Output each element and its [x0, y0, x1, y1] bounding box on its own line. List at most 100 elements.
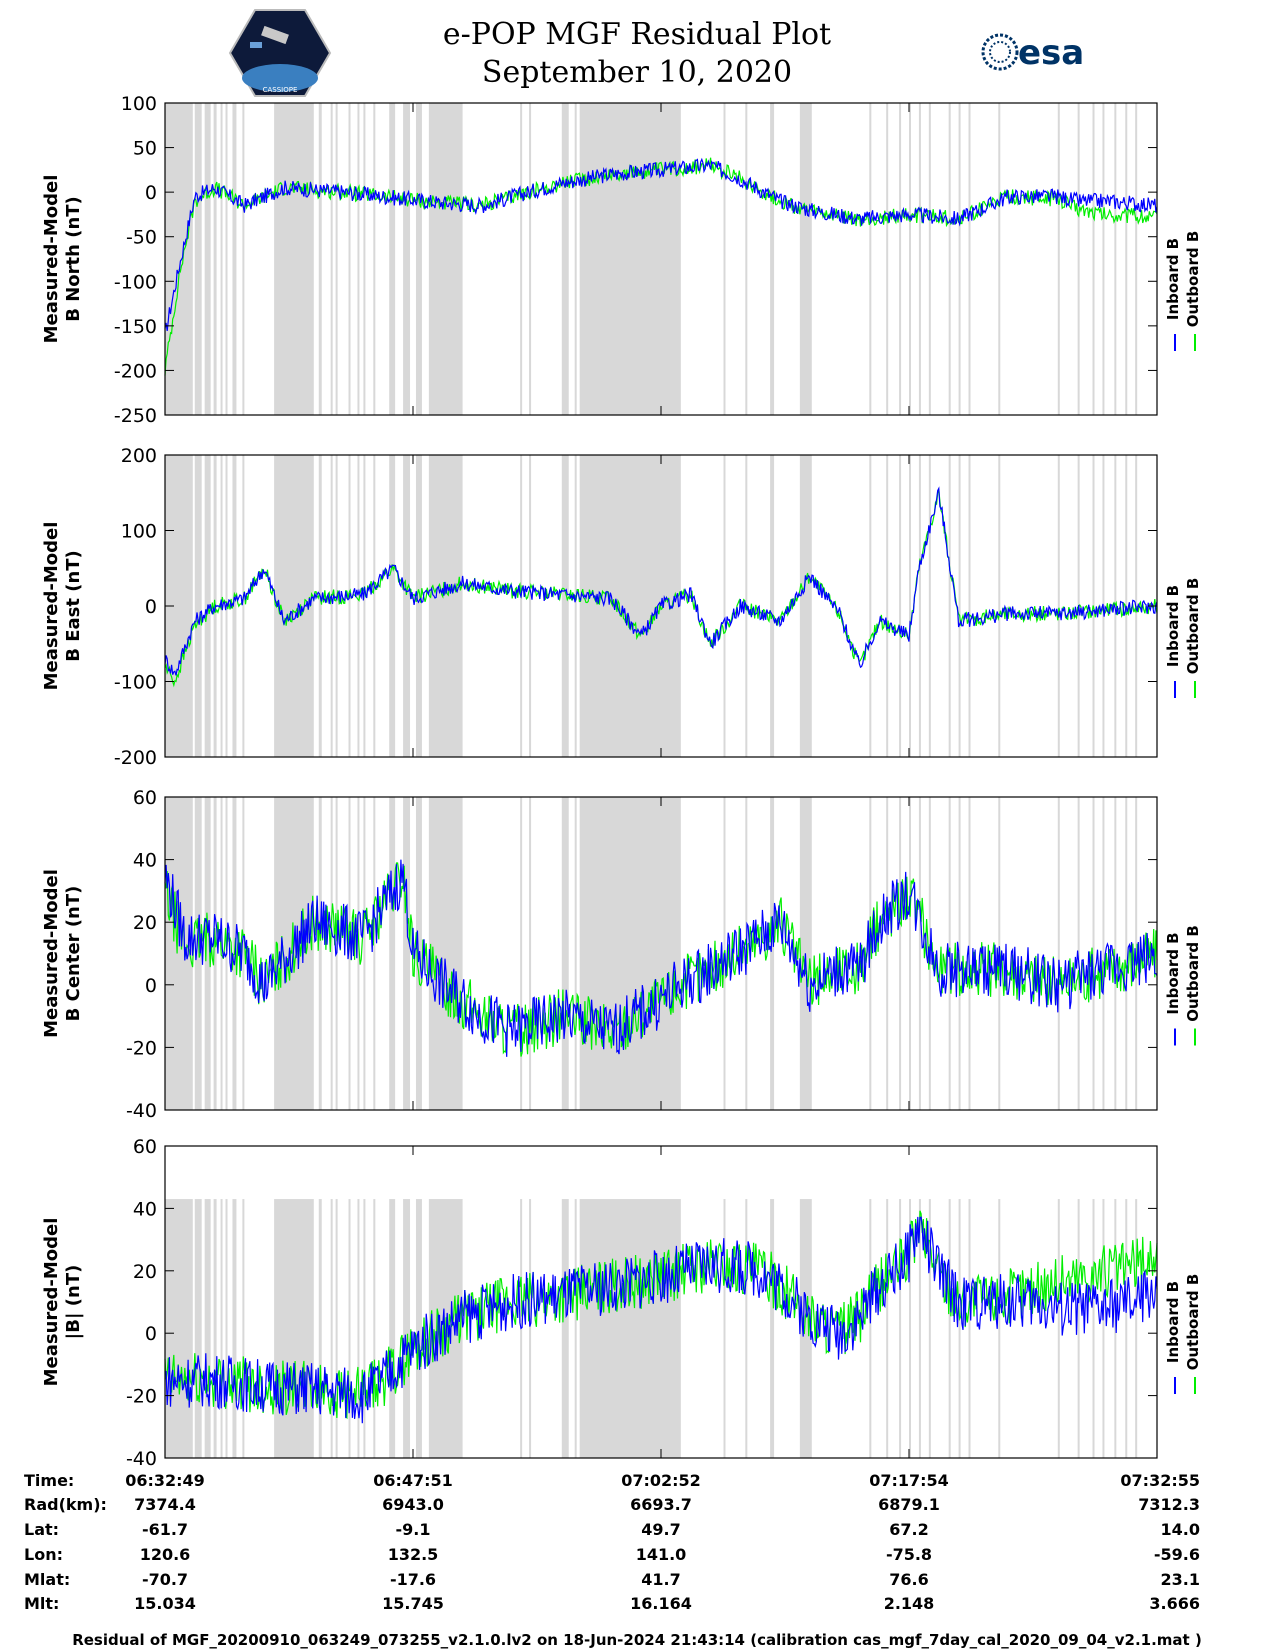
y-axis-label: Measured-Model|B| (nT) — [41, 1218, 84, 1387]
data-gap-shade — [723, 1199, 726, 1458]
y-tick-label: 0 — [145, 596, 157, 618]
data-gap-shade — [899, 797, 902, 1110]
orbit-cell-time: 07:32:55 — [1120, 1471, 1200, 1490]
data-gap-shade — [415, 455, 422, 757]
y-axis-label: Measured-ModelB North (nT) — [41, 175, 84, 344]
orbit-cell-mlat: -70.7 — [142, 1570, 188, 1589]
data-gap-shade — [723, 103, 726, 415]
y-axis-label-line1: Measured-Model — [41, 175, 62, 344]
data-gap-shade — [561, 1199, 569, 1458]
data-gap-shade — [1102, 103, 1105, 415]
data-gap-shade — [403, 1199, 411, 1458]
legend-outboard-label: Outboard B — [1184, 578, 1202, 675]
data-gap-shade — [348, 103, 351, 415]
orbit-row-label: Mlt: — [24, 1594, 59, 1613]
data-gap-shade — [357, 1199, 360, 1458]
data-gap-shade — [225, 1199, 228, 1458]
orbit-cell-lon: 141.0 — [636, 1545, 687, 1564]
orbit-cell-lat: -9.1 — [396, 1520, 431, 1539]
data-gap-shade — [745, 103, 748, 415]
data-gap-shade — [799, 455, 812, 757]
y-tick-label: -200 — [114, 747, 157, 769]
y-tick-label: 0 — [145, 1323, 157, 1345]
legend-outboard-label: Outboard B — [1184, 925, 1202, 1022]
y-tick-label: 0 — [145, 975, 157, 997]
data-gap-shade — [357, 797, 360, 1110]
data-gap-shade — [225, 103, 228, 415]
data-gap-shade — [415, 1199, 422, 1458]
series-line-inboard — [164, 1216, 1158, 1424]
data-gap-shade — [1057, 455, 1060, 757]
data-gap-shade — [1057, 103, 1060, 415]
legend: Inboard B Outboard B — [1164, 578, 1202, 698]
orbit-cell-mlt: 15.745 — [382, 1594, 444, 1613]
orbit-row-label: Rad(km): — [24, 1495, 107, 1514]
data-gap-shade — [194, 103, 202, 415]
data-gap-shade — [968, 1199, 971, 1458]
data-gap-shade — [770, 455, 775, 757]
chart-date: September 10, 2020 — [482, 55, 792, 90]
orbit-cell-mlat: 41.7 — [641, 1570, 680, 1589]
data-gap-shade — [232, 1199, 237, 1458]
orbit-cell-mlat: 23.1 — [1161, 1570, 1200, 1589]
data-gap-shade — [373, 103, 376, 415]
orbit-cell-time: 06:32:49 — [125, 1471, 205, 1490]
data-gap-shade — [165, 1199, 193, 1458]
data-gap-shade — [529, 1199, 532, 1458]
y-tick-label: -40 — [126, 1100, 157, 1122]
data-gap-shade — [213, 797, 217, 1110]
y-tick-label: -20 — [126, 1386, 157, 1408]
data-gap-shade — [232, 103, 237, 415]
orbit-cell-mlat: 76.6 — [889, 1570, 928, 1589]
data-gap-shade — [968, 103, 971, 415]
orbit-table: Time: Rad(km): Lat: Lon: Mlat: Mlt: 06:32:49 73… — [24, 1471, 1200, 1613]
data-gap-shade — [274, 103, 314, 415]
data-gap-shade — [242, 455, 245, 757]
legend-inboard-label: Inboard B — [1164, 585, 1182, 667]
orbit-cell-mlt: 3.666 — [1149, 1594, 1200, 1613]
data-gap-shade — [335, 455, 338, 757]
data-gap-shade — [220, 103, 223, 415]
data-gap-shade — [886, 797, 889, 1110]
cassiope-logo: CASSIOPE — [228, 9, 332, 97]
data-gap-shade — [561, 455, 569, 757]
data-gap-shade — [869, 103, 872, 415]
series-line-inboard — [164, 157, 1158, 331]
data-gap-shade — [1135, 103, 1138, 415]
y-tick-label: 20 — [133, 912, 157, 934]
data-gap-shade — [948, 455, 951, 757]
data-gap-shade — [968, 797, 971, 1110]
data-gap-shade — [348, 1199, 351, 1458]
y-axis-label-line2: B North (nT) — [63, 196, 84, 322]
data-gap-shade — [232, 455, 237, 757]
y-tick-label: 0 — [145, 182, 157, 204]
series-line-outboard — [164, 862, 1158, 1057]
data-gap-shade — [958, 797, 961, 1110]
data-gap-shade — [363, 1199, 366, 1458]
data-gap-shade — [1114, 455, 1117, 757]
data-gap-shade — [373, 1199, 376, 1458]
data-gap-shade — [318, 797, 322, 1110]
y-tick-label: 60 — [133, 1136, 157, 1158]
data-gap-shade — [1057, 797, 1060, 1110]
esa-logo-text: esa — [1018, 33, 1084, 73]
data-gap-shade — [415, 103, 422, 415]
y-axis-label-line2: |B| (nT) — [63, 1265, 84, 1340]
data-gap-shade — [918, 103, 921, 415]
orbit-cell-lat: -61.7 — [142, 1520, 188, 1539]
data-gap-shade — [1135, 797, 1138, 1110]
data-gap-shade — [909, 103, 911, 415]
y-axis-label-line1: Measured-Model — [41, 522, 62, 691]
header: CASSIOPE e-POP MGF Residual Plot Septemb… — [228, 9, 1084, 97]
orbit-cell-mlt: 16.164 — [630, 1594, 692, 1613]
data-gap-shade — [428, 103, 463, 415]
data-gap-shade — [520, 455, 523, 757]
data-gap-shade — [403, 455, 411, 757]
y-tick-label: 60 — [133, 787, 157, 809]
orbit-cell-lat: 49.7 — [641, 1520, 680, 1539]
data-gap-shade — [403, 103, 411, 415]
data-gap-shade — [165, 103, 193, 415]
data-gap-shade — [958, 1199, 961, 1458]
data-gap-shade — [579, 455, 681, 757]
